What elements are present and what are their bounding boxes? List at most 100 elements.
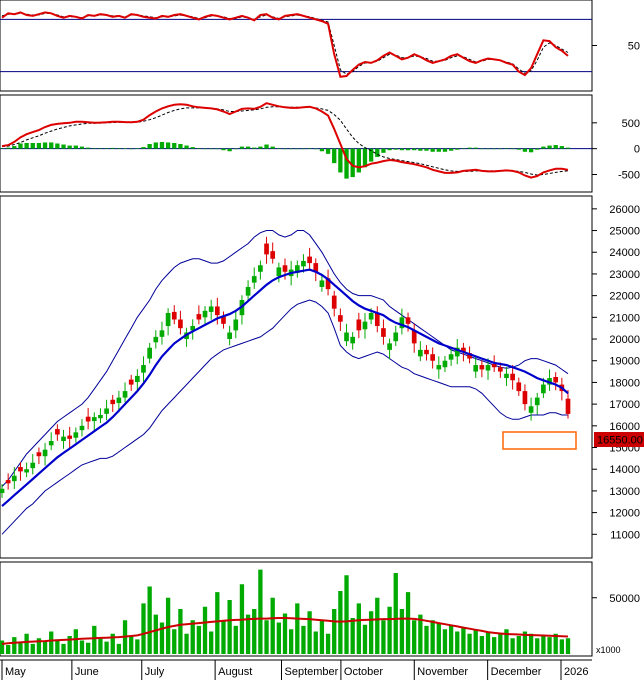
macd-histogram-bar — [522, 148, 528, 152]
macd-histogram-bar — [12, 146, 17, 149]
volume-bar — [528, 633, 534, 654]
price-y-tick-label: 21000 — [609, 312, 640, 324]
candle-body — [85, 416, 91, 422]
candle-body — [104, 408, 109, 414]
candle-body — [405, 317, 411, 324]
candle-body — [141, 365, 146, 373]
candle-body — [387, 343, 392, 350]
candle-body — [362, 321, 368, 330]
volume-bar — [270, 597, 275, 654]
macd-histogram-bar — [479, 148, 485, 150]
candle-body — [528, 406, 534, 413]
candle-body — [270, 251, 276, 259]
candle-body — [313, 263, 319, 272]
macd-histogram-bar — [165, 142, 171, 149]
macd-histogram-bar — [184, 145, 189, 149]
macd-histogram-bar — [85, 147, 91, 149]
volume-bar — [461, 627, 466, 654]
candle-body — [534, 397, 540, 406]
macd-y-tick-label: 0 — [634, 144, 640, 156]
candle-body — [368, 312, 374, 320]
candle-body — [430, 354, 435, 361]
candle-body — [424, 349, 429, 355]
macd-histogram-bar — [393, 148, 398, 150]
macd-histogram-bar — [178, 144, 183, 149]
macd-histogram-bar — [55, 143, 60, 149]
volume-bar — [92, 625, 97, 654]
candle-body — [356, 319, 362, 331]
volume-bar — [485, 631, 491, 654]
volume-bar — [430, 620, 435, 654]
macd-histogram-bar — [190, 147, 195, 149]
macd-histogram-bar — [418, 148, 423, 151]
volume-bar — [399, 609, 405, 654]
macd-histogram-bar — [362, 148, 368, 168]
moving-average-line — [1, 268, 569, 507]
candle-body — [55, 429, 60, 435]
candle-body — [264, 243, 269, 255]
candle-body — [485, 365, 491, 371]
price-y-tick-label: 12000 — [609, 508, 640, 520]
x-month-label: June — [75, 666, 99, 678]
volume-bar — [344, 575, 349, 654]
volume-bar — [442, 629, 448, 654]
candle-body — [178, 319, 183, 329]
volume-bar — [178, 609, 183, 654]
price-y-tick-label: 22000 — [609, 291, 640, 303]
macd-histogram-bar — [430, 148, 435, 152]
macd-histogram-bar — [104, 148, 109, 149]
volume-bar — [418, 614, 423, 654]
volume-bar — [553, 633, 558, 654]
macd-histogram-bar — [196, 148, 202, 149]
macd-histogram-bar — [467, 147, 472, 149]
volume-panel: 50000 x1000 — [0, 561, 640, 657]
macd-histogram-bar — [147, 144, 152, 149]
candle-body — [393, 332, 399, 342]
volume-bar — [147, 586, 152, 654]
volume-bar — [49, 631, 54, 654]
price-y-tick-label: 26000 — [609, 204, 640, 216]
candle-body — [153, 336, 159, 343]
volume-bar — [252, 609, 257, 654]
candle-body — [116, 397, 122, 404]
macd-histogram-bar — [30, 142, 35, 149]
candle-body — [165, 312, 171, 327]
candle-body — [411, 330, 417, 344]
macd-histogram-bar — [172, 142, 177, 149]
price-y-tick-label: 19000 — [609, 356, 640, 368]
candle-body — [135, 375, 140, 382]
macd-histogram-bar — [510, 148, 515, 150]
price-y-tick-label: 14000 — [609, 464, 640, 476]
candle-body — [510, 373, 515, 381]
macd-histogram-bar — [473, 147, 478, 149]
volume-bar — [245, 614, 251, 654]
candle-body — [350, 336, 356, 344]
candle-body — [497, 367, 503, 372]
macd-histogram-bar — [18, 143, 23, 149]
volume-bar — [42, 641, 48, 654]
volume-bar — [350, 618, 355, 654]
candle-body — [307, 256, 312, 264]
candle-body — [258, 265, 263, 272]
volume-bar — [98, 638, 103, 654]
volume-bar — [498, 633, 503, 654]
volume-bar — [436, 622, 441, 654]
volume-unit-label: x1000 — [596, 645, 621, 655]
x-month-label: October — [344, 666, 383, 678]
price-y-tick-label: 16000 — [609, 421, 640, 433]
volume-bar — [30, 643, 35, 654]
volume-bar — [0, 640, 5, 654]
volume-y-tick-label: 50000 — [609, 593, 640, 605]
candle-body — [67, 435, 73, 439]
volume-bar — [307, 611, 312, 654]
bollinger-upper-band — [1, 230, 569, 487]
x-month-label: August — [218, 666, 252, 678]
volume-bar — [67, 636, 72, 654]
price-y-tick-label: 17000 — [609, 399, 640, 411]
candle-body — [467, 353, 472, 359]
volume-bar — [559, 639, 565, 654]
candle-body — [331, 295, 337, 309]
price-y-tick-label: 13000 — [609, 486, 640, 498]
volume-bar — [473, 629, 478, 654]
macd-histogram-bar — [0, 148, 5, 149]
